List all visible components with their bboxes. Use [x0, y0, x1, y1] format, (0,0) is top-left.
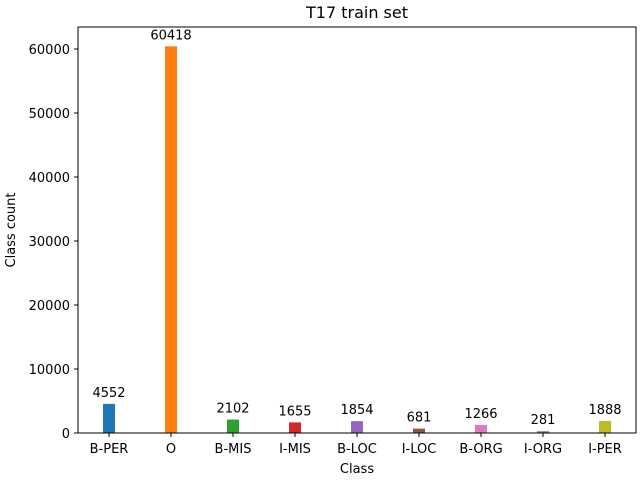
- x-tick-label-b-mis: B-MIS: [215, 442, 252, 457]
- y-tick-label-10000: 10000: [29, 363, 70, 378]
- x-tick-label-i-loc: I-LOC: [402, 442, 437, 457]
- data-label-i-per: 1888: [588, 403, 621, 418]
- y-axis-label: Class count: [4, 192, 19, 267]
- data-label-i-org: 281: [531, 413, 556, 428]
- bars-group: [103, 46, 611, 433]
- x-tick-label-i-org: I-ORG: [524, 442, 562, 457]
- y-tick-label-60000: 60000: [29, 43, 70, 58]
- x-tick-label-b-loc: B-LOC: [337, 442, 377, 457]
- data-label-b-loc: 1854: [340, 403, 373, 418]
- x-tick-label-i-mis: I-MIS: [279, 442, 311, 457]
- bar-b-per: [103, 403, 115, 433]
- data-label-b-mis: 2102: [216, 402, 249, 417]
- x-tick-label-i-per: I-PER: [588, 442, 622, 457]
- plot-frame: [77, 26, 637, 434]
- x-tick-label-b-per: B-PER: [90, 442, 129, 457]
- bar-b-loc: [351, 421, 363, 433]
- y-tick-label-0: 0: [62, 427, 70, 442]
- x-tick-label-o: O: [166, 442, 176, 457]
- chart-title: T17 train set: [305, 3, 408, 22]
- y-tick-label-30000: 30000: [29, 235, 70, 250]
- y-tick-label-40000: 40000: [29, 171, 70, 186]
- bar-i-org: [537, 431, 549, 433]
- y-tick-label-20000: 20000: [29, 299, 70, 314]
- x-tick-label-b-org: B-ORG: [459, 442, 502, 457]
- bar-i-mis: [289, 422, 301, 433]
- bar-i-loc: [413, 428, 425, 433]
- bar-o: [165, 46, 177, 433]
- data-labels-group: 4552 60418 2102 1655 1854 681 1266 281 1888: [92, 28, 621, 428]
- x-axis: B-PER O B-MIS I-MIS B-LOC I-LOC B-ORG I-ORG I-PE…: [90, 433, 622, 457]
- y-axis: 0 10000 20000 30000 40000 50000 60000: [29, 43, 78, 442]
- bar-b-mis: [227, 419, 239, 433]
- y-tick-label-50000: 50000: [29, 107, 70, 122]
- data-label-i-loc: 681: [407, 411, 432, 426]
- data-label-o: 60418: [150, 28, 191, 43]
- bar-b-org: [475, 424, 487, 433]
- data-label-b-per: 4552: [92, 386, 125, 401]
- x-axis-label: Class: [340, 462, 374, 477]
- data-label-i-mis: 1655: [278, 404, 311, 419]
- data-label-b-org: 1266: [464, 407, 497, 422]
- bar-i-per: [599, 420, 611, 433]
